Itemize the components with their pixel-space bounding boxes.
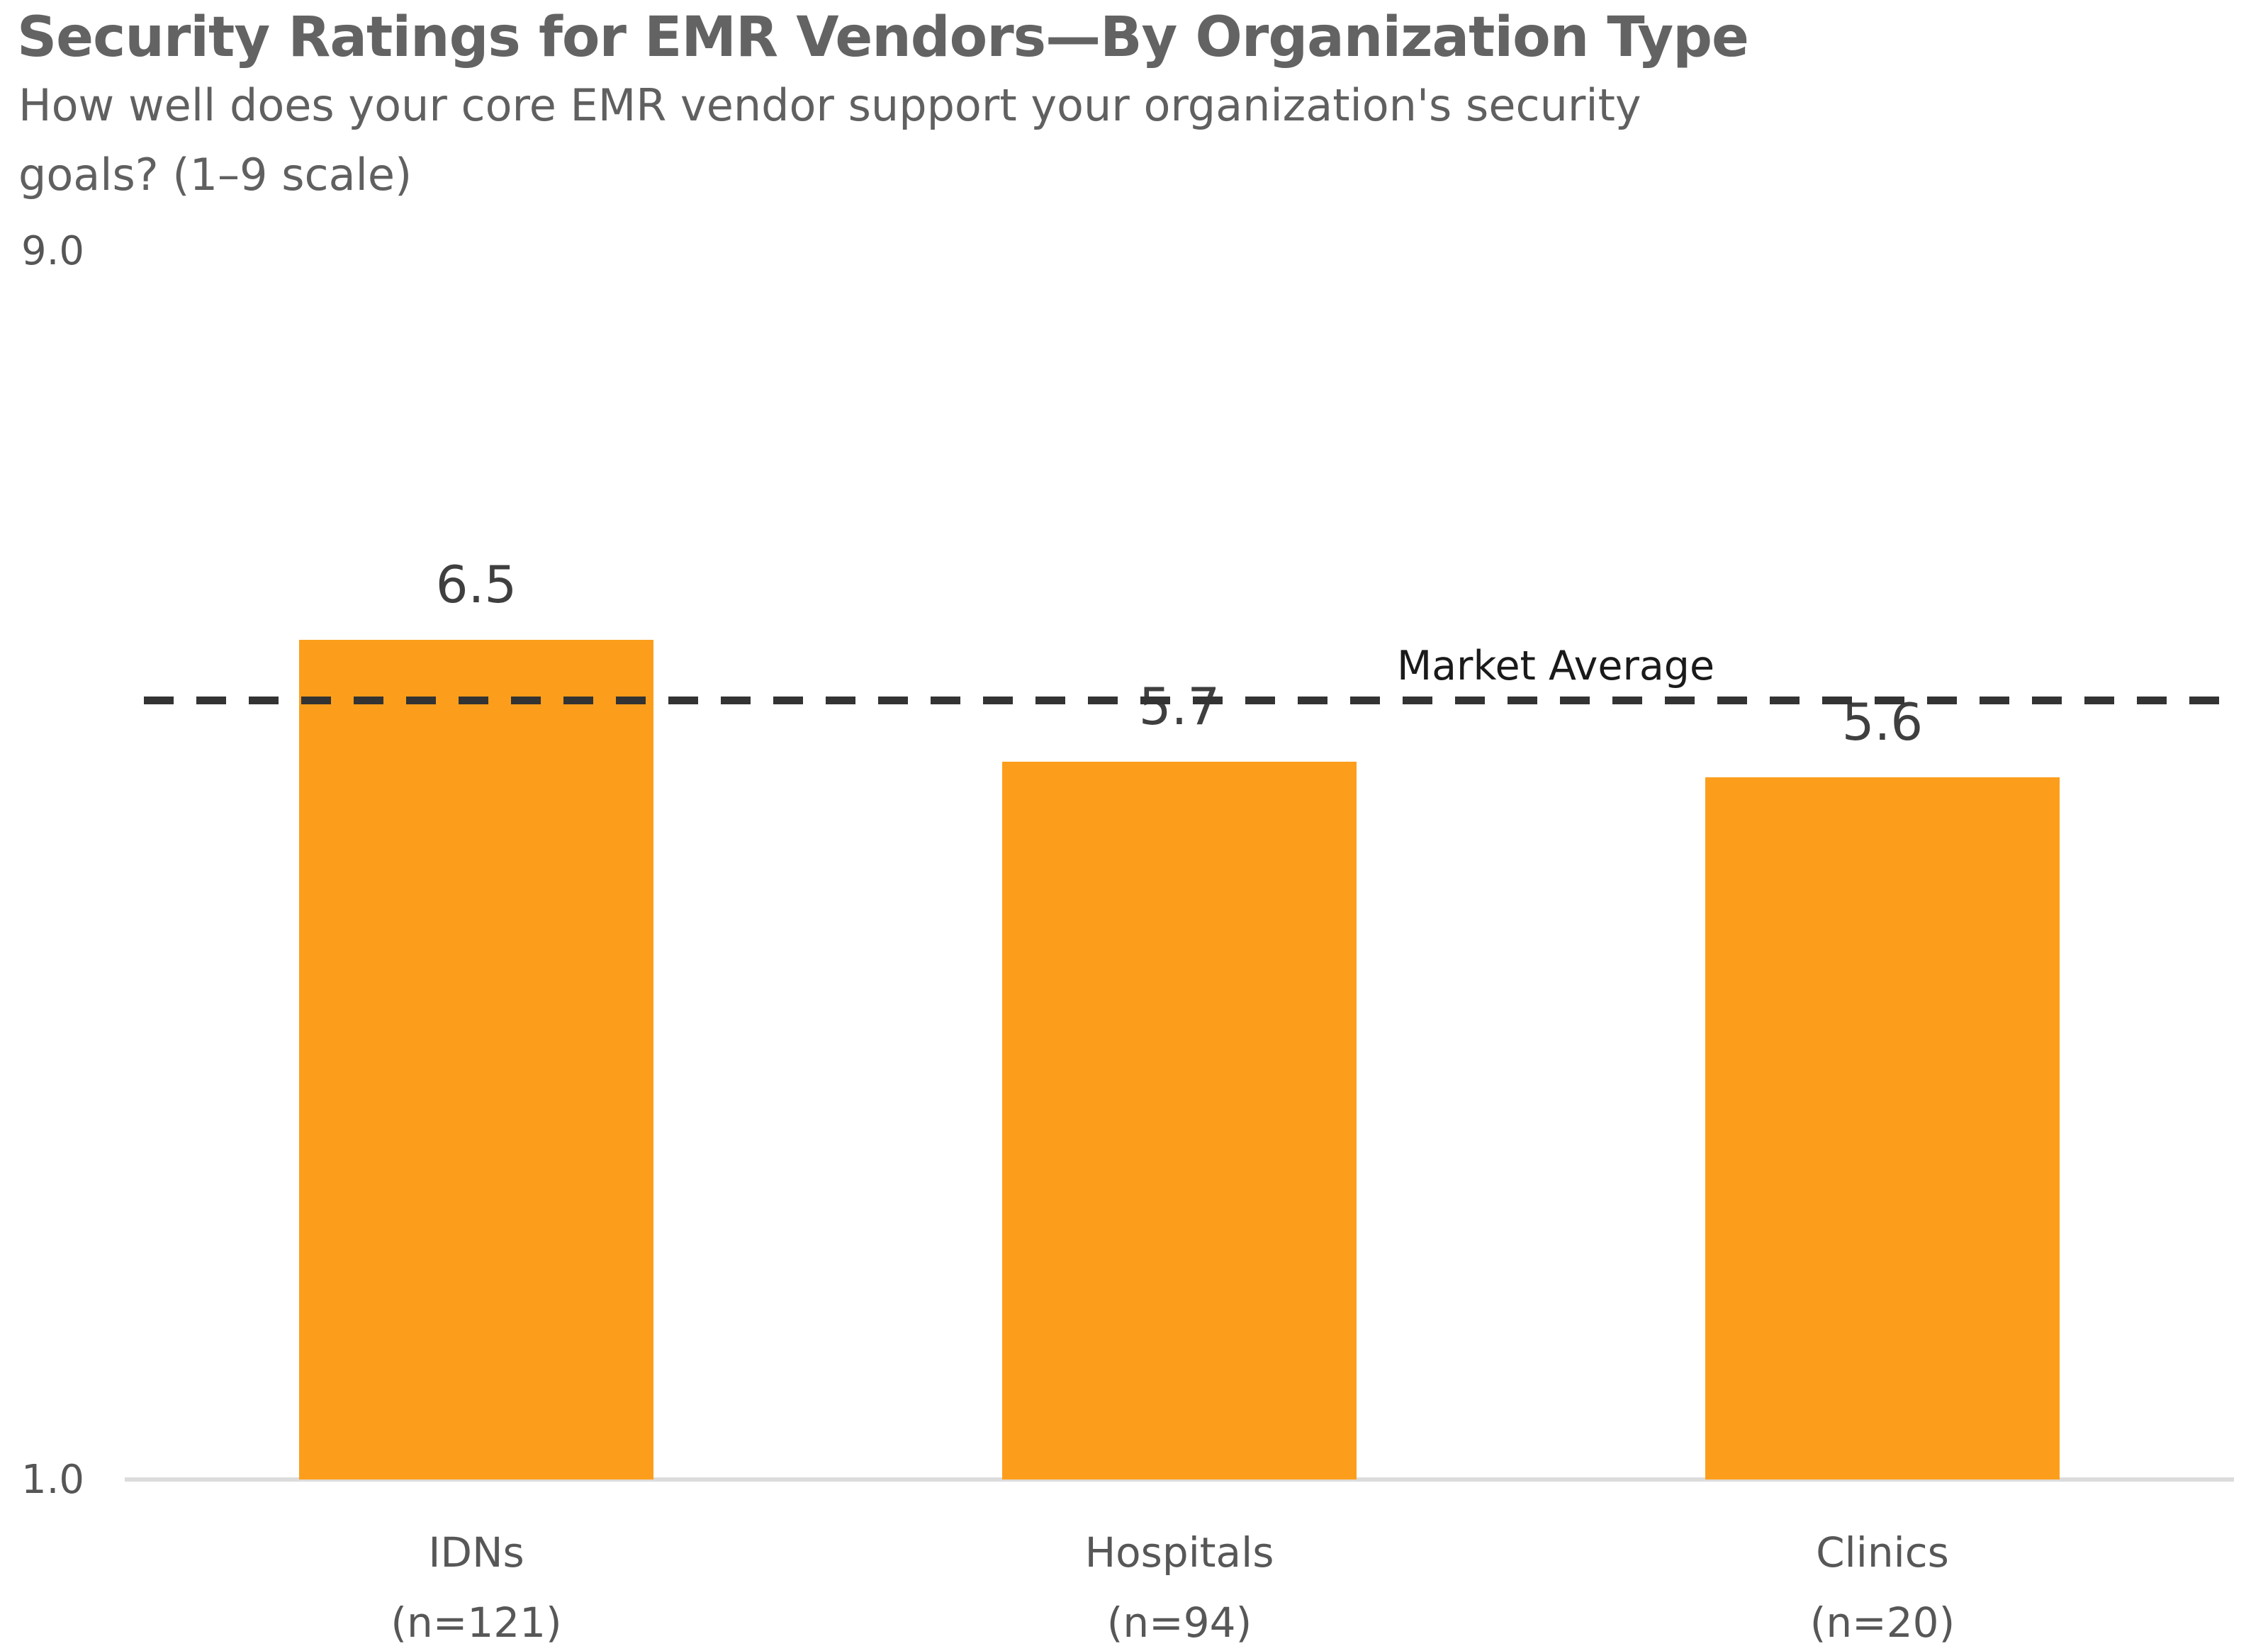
- market-average-dashed-line: [144, 697, 2222, 705]
- chart-subtitle-line-2: goals? (1–9 scale): [18, 149, 412, 201]
- category-name: Hospitals: [1084, 1528, 1274, 1577]
- bar-value-label: 6.5: [435, 554, 517, 614]
- market-average-label: Market Average: [1396, 643, 1715, 690]
- y-axis-tick-min: 1.0: [21, 1457, 85, 1503]
- category-count: (n=20): [1809, 1599, 1955, 1646]
- category-name: Clinics: [1816, 1528, 1949, 1577]
- category-name: IDNs: [428, 1528, 524, 1577]
- bar: [1705, 777, 2060, 1479]
- x-axis-baseline: [125, 1477, 2234, 1482]
- bar: [1002, 762, 1357, 1479]
- y-axis-tick-max: 9.0: [21, 228, 85, 274]
- category-label: IDNs (n=121): [125, 1518, 828, 1646]
- category-count: (n=94): [1106, 1599, 1252, 1646]
- category-label: Clinics (n=20): [1531, 1518, 2234, 1646]
- category-count: (n=121): [391, 1599, 562, 1646]
- chart-subtitle-line-1: How well does your core EMR vendor suppo…: [18, 79, 1641, 131]
- bar-value-label: 5.7: [1138, 677, 1220, 737]
- bar: [299, 639, 653, 1479]
- chart-title: Security Ratings for EMR Vendors—By Orga…: [17, 6, 1749, 69]
- category-label: Hospitals (n=94): [828, 1518, 1531, 1646]
